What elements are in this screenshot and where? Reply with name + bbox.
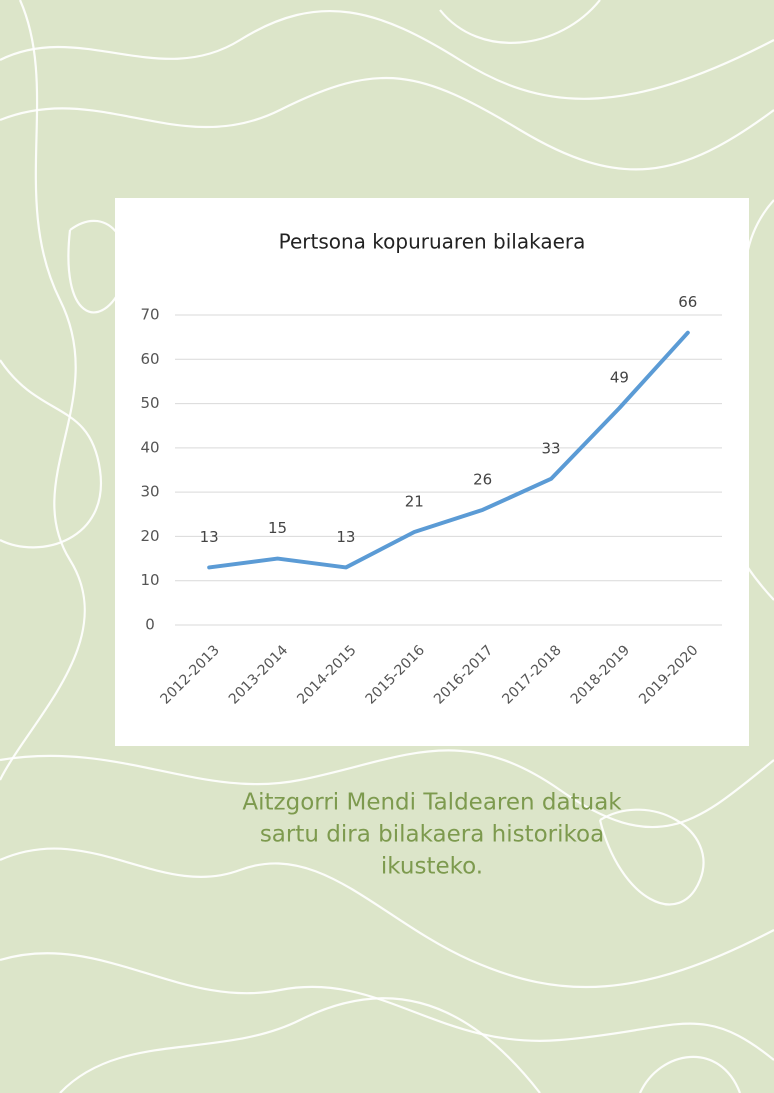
- caption-line: Aitzgorri Mendi Taldearen datuak: [242, 790, 622, 816]
- y-tick-label: 60: [140, 350, 159, 368]
- data-label: 13: [336, 528, 355, 546]
- y-tick-label: 20: [140, 527, 159, 545]
- data-label: 33: [542, 439, 561, 457]
- caption-line: ikusteko.: [381, 854, 483, 880]
- data-label: 66: [678, 293, 697, 311]
- chart-title: Pertsona kopuruaren bilakaera: [279, 230, 586, 254]
- y-tick-label: 10: [140, 571, 159, 589]
- y-tick-label: 50: [140, 394, 159, 412]
- y-tick-label: 70: [140, 306, 159, 324]
- page: Pertsona kopuruaren bilakaera 0 10 20 30 40 5…: [0, 0, 774, 1093]
- y-tick-label: 30: [140, 483, 159, 501]
- y-tick-label: 0: [145, 616, 155, 634]
- data-label: 13: [200, 528, 219, 546]
- y-tick-label: 40: [140, 438, 159, 456]
- data-label: 15: [268, 519, 287, 537]
- caption-line: sartu dira bilakaera historikoa: [260, 822, 604, 848]
- data-label: 49: [610, 369, 629, 387]
- data-label: 21: [405, 493, 424, 511]
- data-label: 26: [473, 470, 492, 488]
